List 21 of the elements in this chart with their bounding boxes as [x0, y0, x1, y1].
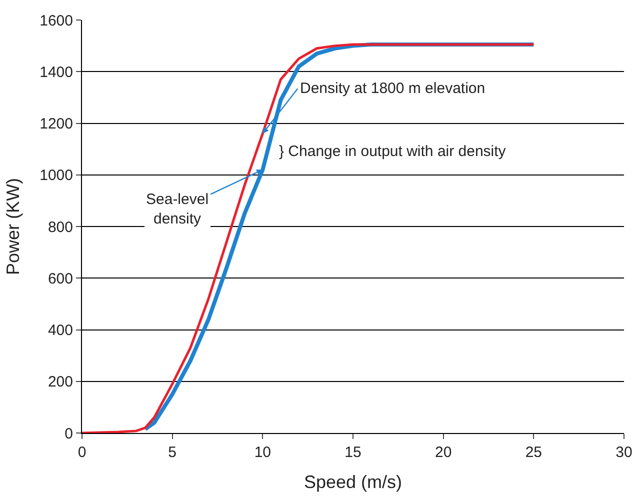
y-tick-label: 800 — [48, 218, 73, 236]
x-tick-label: 5 — [168, 444, 176, 461]
annotation: Sea-level density — [146, 191, 209, 228]
y-tick-label: 400 — [48, 322, 73, 339]
y-tick-label: 600 — [48, 270, 73, 288]
x-tick-label: 25 — [525, 444, 542, 461]
y-tick-label: 1400 — [40, 64, 73, 81]
x-tick-label: 30 — [616, 444, 632, 461]
y-tick-label: 1200 — [40, 116, 73, 132]
x-tick-label: 15 — [344, 444, 362, 461]
y-tick-label: 1000 — [40, 167, 73, 184]
y-tick-label: 0 — [64, 425, 73, 442]
annotation: } Change in output with air density — [279, 143, 506, 160]
y-tick-label: 200 — [48, 374, 73, 391]
x-axis-title: Speed (m/s) — [304, 472, 402, 492]
x-tick-label: 20 — [434, 444, 452, 461]
y-tick-label: 1600 — [40, 12, 73, 30]
y-axis-title: Power (KW) — [2, 178, 23, 276]
x-tick-label: 10 — [254, 444, 272, 461]
annotation: Density at 1800 m elevation — [300, 80, 486, 97]
x-tick-label: 0 — [78, 444, 86, 461]
